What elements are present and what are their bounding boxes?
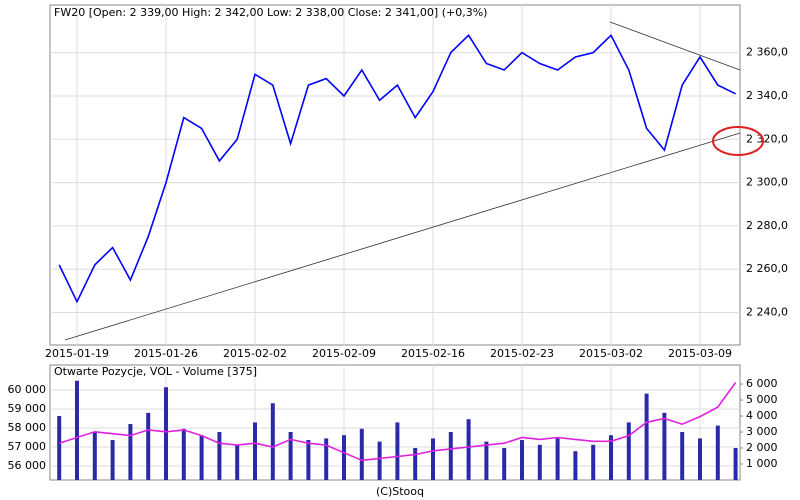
- highlight-circle: [712, 126, 764, 156]
- volume-bar: [715, 425, 720, 480]
- y-tick-label: 57 000: [8, 440, 47, 453]
- open-interest-line: [58, 382, 737, 462]
- trend-line: [64, 132, 741, 341]
- volume-bar: [270, 403, 275, 480]
- price-panel: [49, 4, 741, 346]
- x-tick-label: 2015-03-02: [579, 347, 643, 360]
- y-tick-label: 58 000: [8, 421, 47, 434]
- volume-bar: [698, 438, 702, 480]
- y-tick-label: 59 000: [8, 402, 47, 415]
- y2-tick-label: 3 000: [746, 425, 778, 438]
- volume-bar: [199, 435, 204, 480]
- volume-bar: [573, 451, 578, 480]
- y2-tick-label: 4 000: [746, 409, 778, 422]
- volume-bar: [644, 393, 649, 480]
- volume-bar: [520, 440, 524, 480]
- y-tick-label: 2 300,0: [746, 176, 788, 189]
- x-tick-label: 2015-02-16: [401, 347, 465, 360]
- y-tick-label: 2 340,0: [746, 89, 788, 102]
- panel-title: Otwarte Pozycje, VOL - Volume [375]: [54, 365, 257, 378]
- volume-bar: [324, 438, 329, 480]
- y-tick-label: 2 280,0: [746, 219, 788, 232]
- chart-title: FW20 [Open: 2 339,00 High: 2 342,00 Low:…: [54, 6, 487, 19]
- volume-bar: [253, 422, 257, 480]
- footer: (C)Stooq: [376, 485, 424, 498]
- y2-tick-label: 1 000: [746, 457, 778, 470]
- volume-bar: [342, 435, 346, 480]
- volume-bar: [537, 444, 542, 480]
- x-tick-label: 2015-01-19: [45, 347, 109, 360]
- x-tick-label: 2015-02-02: [223, 347, 287, 360]
- volume-bar: [306, 440, 311, 480]
- trend-line: [609, 21, 741, 71]
- volume-bar: [502, 448, 507, 480]
- y-tick-label: 56 000: [8, 459, 47, 472]
- volume-bar: [181, 428, 186, 480]
- x-tick-label: 2015-03-09: [668, 347, 732, 360]
- x-tick-label: 2015-01-26: [134, 347, 198, 360]
- volume-bar: [609, 435, 613, 480]
- volume-bar: [110, 440, 115, 480]
- volume-bar: [733, 448, 738, 480]
- volume-bar: [92, 432, 97, 480]
- y2-tick-label: 5 000: [746, 393, 778, 406]
- y-tick-label: 2 260,0: [746, 262, 788, 275]
- volume-bar: [75, 380, 79, 480]
- volume-bar: [448, 432, 453, 480]
- volume-panel: [49, 364, 741, 481]
- y-tick-label: 60 000: [8, 383, 47, 396]
- volume-bar: [555, 438, 560, 480]
- y2-tick-label: 6 000: [746, 377, 778, 390]
- y-tick-label: 2 320,0: [746, 132, 788, 145]
- volume-bar: [626, 422, 631, 480]
- volume-bar: [413, 448, 418, 480]
- volume-bar: [146, 412, 151, 480]
- volume-bar: [466, 419, 471, 480]
- y-tick-label: 2 240,0: [746, 306, 788, 319]
- volume-bar: [591, 444, 596, 480]
- y2-tick-label: 2 000: [746, 441, 778, 454]
- volume-bar: [57, 416, 62, 480]
- volume-bar: [662, 412, 667, 480]
- volume-bar: [235, 444, 240, 480]
- volume-bar: [377, 441, 382, 480]
- price-line: [58, 33, 736, 304]
- volume-bar: [484, 441, 489, 480]
- volume-bar: [680, 432, 685, 480]
- x-tick-label: 2015-02-09: [312, 347, 376, 360]
- volume-bar: [128, 424, 133, 480]
- y-tick-label: 2 360,0: [746, 46, 788, 59]
- x-tick-label: 2015-02-23: [490, 347, 554, 360]
- volume-bar: [217, 432, 222, 480]
- volume-bar: [288, 432, 293, 480]
- volume-bar: [395, 422, 400, 480]
- volume-bar: [431, 438, 435, 480]
- volume-bar: [359, 428, 364, 480]
- volume-bar: [164, 387, 168, 480]
